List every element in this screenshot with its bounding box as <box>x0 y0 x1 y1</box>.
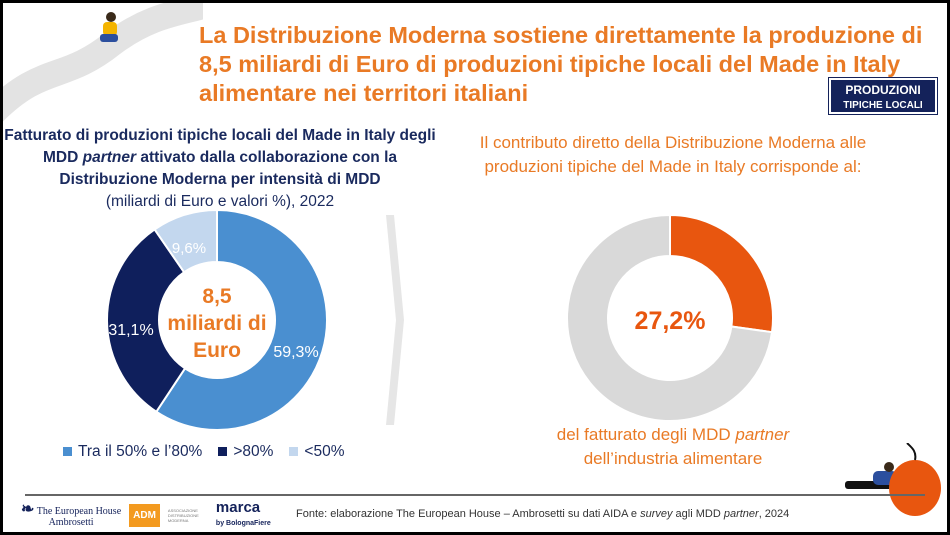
right-footnote: del fatturato degli MDD partner dell’ind… <box>473 423 873 471</box>
center-value: 27,2% <box>635 307 706 335</box>
donut-chart-left: 8,5 miliardi di Euro 59,3% 31,1% 9,6% <box>106 208 328 431</box>
subtitle-em: partner <box>82 149 137 166</box>
legend-label: <50% <box>304 443 345 460</box>
slide-title: La Distribuzione Moderna sostiene dirett… <box>199 22 923 106</box>
right-intro: Il contributo diretto della Distribuzion… <box>479 133 867 176</box>
foot-text-b: dell’industria alimentare <box>583 449 763 468</box>
legend-item: <50% <box>289 443 345 461</box>
logo-marca: marca by BolognaFiere <box>215 499 271 527</box>
logo-european-house: ❧ The European House Ambrosetti <box>21 500 122 528</box>
subtitle-units: (miliardi di Euro e valori %), 2022 <box>105 193 335 210</box>
logo-adm-text: ASSOCIAZIONE DISTRIBUZIONE MODERNA <box>167 508 199 523</box>
badge-line2: tipiche locali <box>843 100 923 111</box>
road-illustration <box>3 3 203 122</box>
pumpkin-illustration <box>845 443 941 516</box>
subtitle-text: Fatturato di produzioni tipiche locali d… <box>4 127 436 166</box>
center-label-1: 8,5 <box>202 285 232 308</box>
logo-adm: ADM <box>129 504 160 527</box>
legend: Tra il 50% e l’80% >80% <50% <box>63 443 345 461</box>
donut-slice-0 <box>154 208 328 431</box>
legend-item: >80% <box>218 443 273 461</box>
legend-label: Tra il 50% e l’80% <box>78 443 203 460</box>
donut-slice-1 <box>566 213 774 422</box>
slide: La Distribuzione Moderna sostiene dirett… <box>3 3 947 532</box>
data-label-1: 31,1% <box>108 322 153 339</box>
source-text-c: , 2024 <box>758 508 790 520</box>
source-note: Fonte: elaborazione The European House –… <box>296 508 789 520</box>
donut-chart-right: 27,2% <box>566 213 774 422</box>
data-label-2: 9,6% <box>172 240 206 257</box>
donut-slice-2 <box>153 208 218 274</box>
source-em-2: partner <box>723 508 759 520</box>
foot-em: partner <box>735 425 790 444</box>
center-label-3: Euro <box>193 339 241 362</box>
donut-slice-1 <box>106 228 187 414</box>
partner-logos: ❧ The European House Ambrosetti ADM ASSOC… <box>21 499 271 530</box>
chevron-right-icon <box>386 215 404 425</box>
data-label-0: 59,3% <box>273 344 318 361</box>
left-chart-subtitle: Fatturato di produzioni tipiche locali d… <box>3 125 437 213</box>
legend-item: Tra il 50% e l’80% <box>63 443 202 461</box>
source-text-b: agli MDD <box>672 508 724 520</box>
source-em: survey <box>640 508 673 520</box>
footer-divider <box>25 494 925 496</box>
badge-line1: Produzioni <box>845 83 921 97</box>
center-label-2: miliardi di <box>167 312 266 335</box>
section-badge: Produzioni tipiche locali <box>828 77 938 115</box>
foot-text: del fatturato degli MDD <box>556 425 736 444</box>
source-text: Fonte: elaborazione The European House –… <box>296 508 641 520</box>
subtitle-text-b: attivato dalla collaborazione con la Dis… <box>59 149 397 188</box>
legend-label: >80% <box>233 443 274 460</box>
